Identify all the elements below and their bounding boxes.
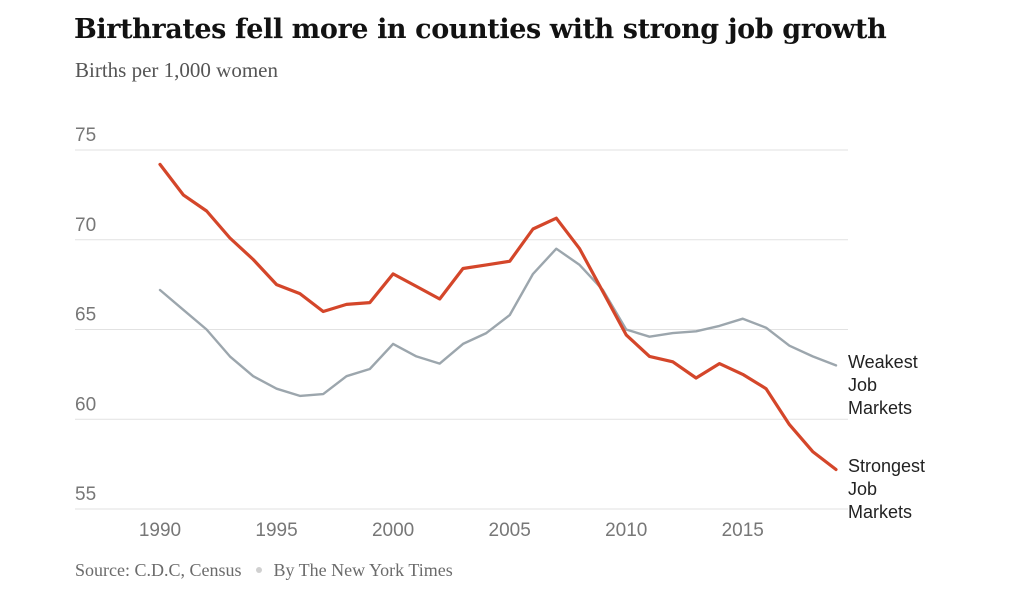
x-tick-label-1995: 1995 bbox=[255, 520, 297, 541]
series-label-line: Weakest bbox=[848, 352, 918, 372]
x-tick-label-2005: 2005 bbox=[489, 520, 531, 541]
series-label-line: Markets bbox=[848, 502, 912, 522]
series-label-line: Job bbox=[848, 479, 877, 499]
gridlines bbox=[75, 149, 848, 510]
y-tick-label-60: 60 bbox=[75, 394, 96, 415]
chart-subtitle: Births per 1,000 women bbox=[75, 58, 278, 82]
credit-note: By The New York Times bbox=[273, 560, 453, 580]
y-axis-tick-labels: 75 70 65 60 55 bbox=[75, 125, 96, 505]
series-line-weakest-job-markets bbox=[158, 247, 838, 398]
y-tick-label-70: 70 bbox=[75, 215, 96, 236]
series-label-strongest-job-markets: Strongest Job Markets bbox=[848, 456, 925, 522]
source-note: Source: C.D.C, Census bbox=[75, 560, 242, 580]
line-chart: 75 70 65 60 55 1990 1995 2000 2005 2010 2015 Weak… bbox=[75, 125, 925, 541]
x-tick-label-1990: 1990 bbox=[139, 520, 181, 541]
x-tick-label-2010: 2010 bbox=[605, 520, 647, 541]
series-lines bbox=[158, 162, 838, 472]
series-label-line: Job bbox=[848, 375, 877, 395]
series-line-strongest-job-markets bbox=[158, 162, 838, 472]
footer: Source: C.D.C, Census By The New York Tim… bbox=[75, 560, 453, 581]
series-label-line: Markets bbox=[848, 398, 912, 418]
x-tick-label-2000: 2000 bbox=[372, 520, 414, 541]
chart-title: Birthrates fell more in counties with st… bbox=[74, 14, 887, 45]
series-labels: Weakest Job Markets Strongest Job Markets bbox=[848, 352, 925, 522]
y-tick-label-55: 55 bbox=[75, 484, 96, 505]
x-axis-tick-labels: 1990 1995 2000 2005 2010 2015 bbox=[139, 520, 764, 541]
separator-dot bbox=[255, 567, 262, 574]
y-tick-label-65: 65 bbox=[75, 305, 96, 326]
series-label-line: Strongest bbox=[848, 456, 925, 476]
x-tick-label-2015: 2015 bbox=[722, 520, 764, 541]
series-label-weakest-job-markets: Weakest Job Markets bbox=[848, 352, 918, 418]
y-tick-label-75: 75 bbox=[75, 125, 96, 146]
